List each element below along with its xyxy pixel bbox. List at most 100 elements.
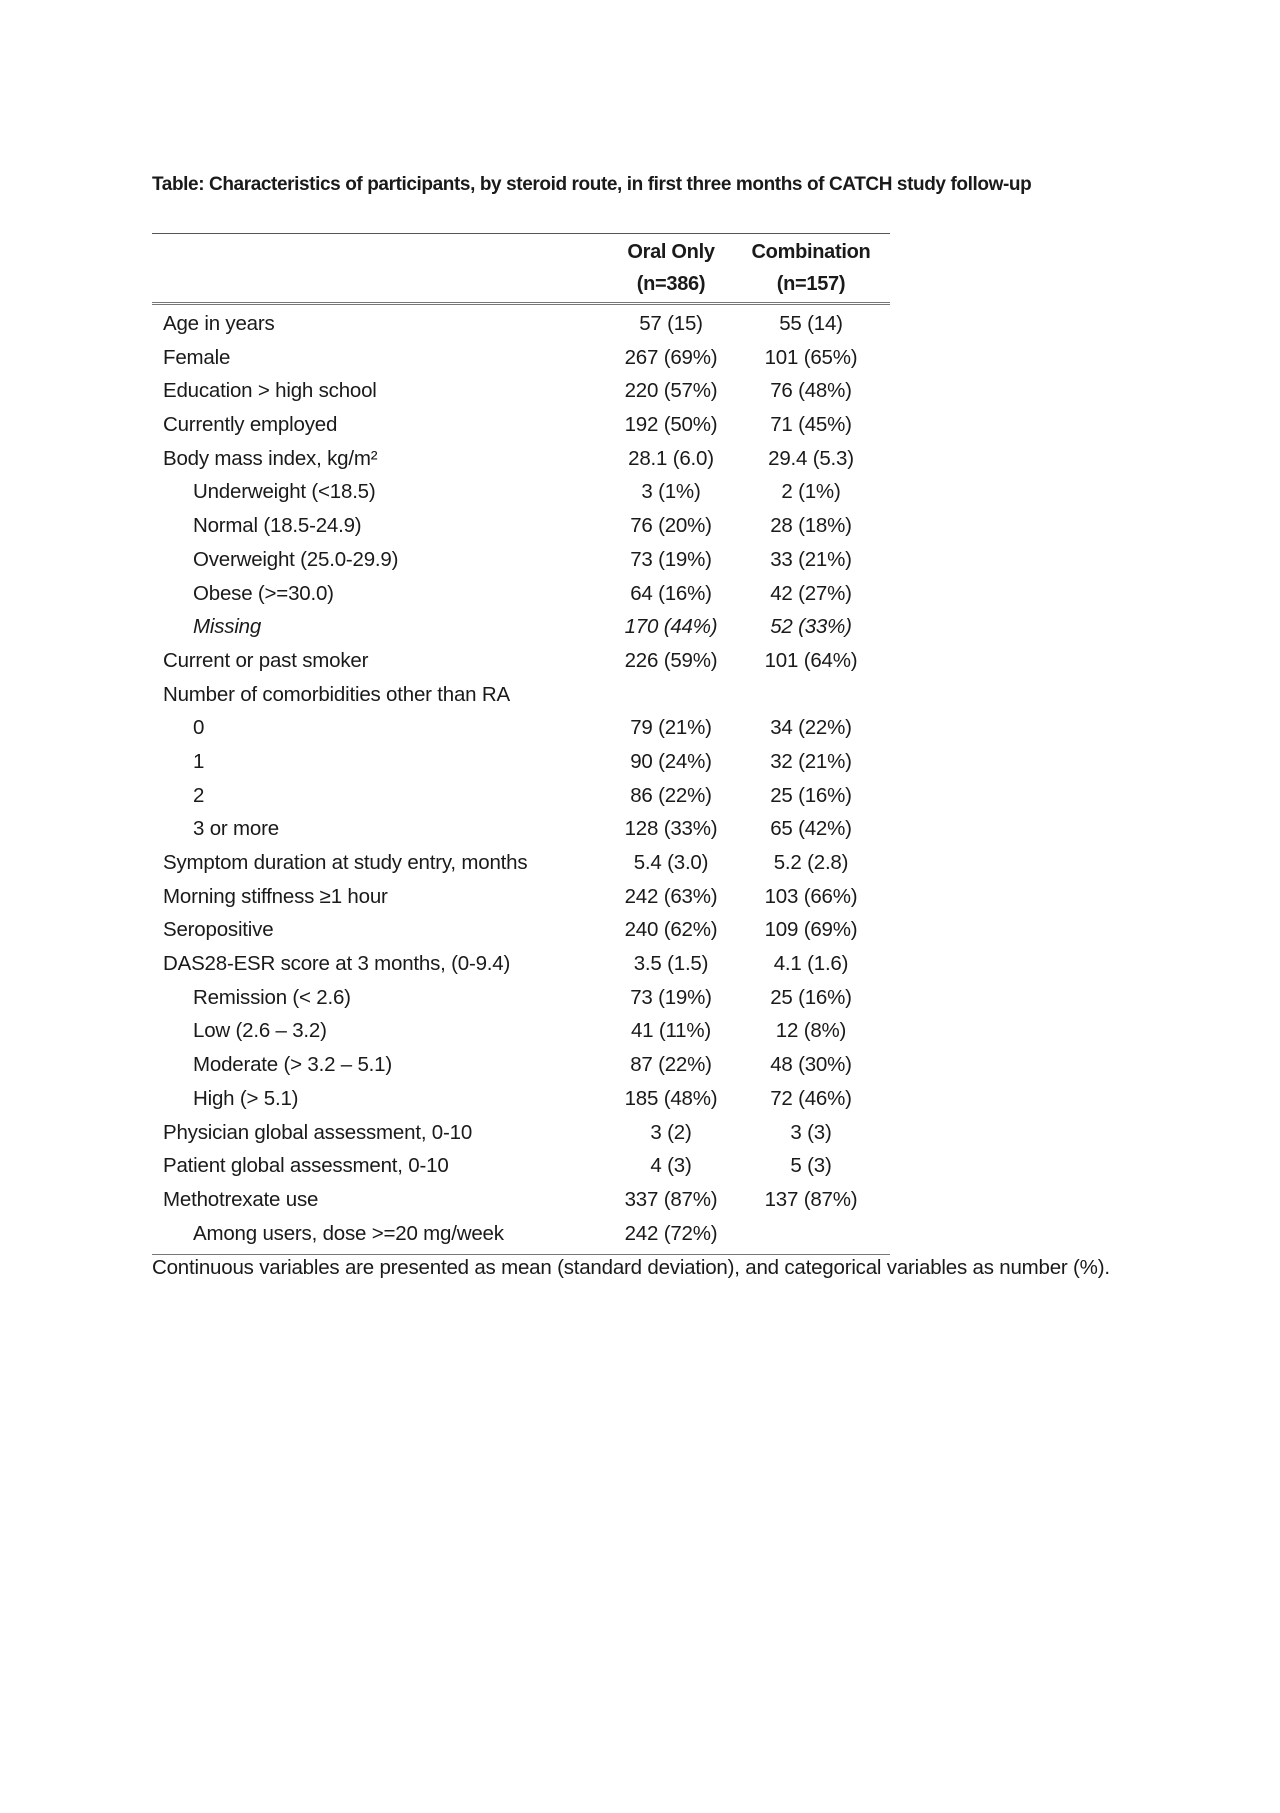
table-row: DAS28-ESR score at 3 months, (0-9.4) 3.5 …	[152, 947, 890, 981]
column-name: Combination	[751, 241, 871, 263]
table-row: Low (2.6 – 3.2) 41 (11%) 12 (8%)	[152, 1014, 890, 1048]
combination-value: 42 (27%)	[770, 581, 852, 605]
row-label: Overweight (25.0-29.9)	[193, 547, 399, 571]
characteristics-table: Oral Only (n=386) Combination (n=157) Ag…	[152, 233, 890, 1256]
table-header: Oral Only (n=386) Combination (n=157)	[152, 234, 890, 305]
oral-only-value: 185 (48%)	[624, 1086, 718, 1110]
row-label: Low (2.6 – 3.2)	[193, 1019, 327, 1043]
table-footnote: Continuous variables are presented as me…	[152, 1256, 1110, 1279]
table-row: Overweight (25.0-29.9) 73 (19%) 33 (21%)	[152, 543, 890, 577]
row-label: Symptom duration at study entry, months	[163, 851, 528, 874]
combination-value: 34 (22%)	[770, 716, 852, 740]
row-label: Moderate (> 3.2 – 5.1)	[193, 1053, 393, 1077]
column-name: Oral Only	[627, 241, 715, 263]
row-label: Body mass index, kg/m²	[163, 446, 378, 470]
oral-only-value: 220 (57%)	[624, 379, 718, 403]
table-row: Symptom duration at study entry, months 5…	[152, 846, 890, 880]
combination-value: 101 (65%)	[764, 345, 858, 369]
row-label: 3 or more	[193, 817, 279, 841]
oral-only-value: 3 (2)	[650, 1120, 692, 1144]
row-label: Current or past smoker	[163, 648, 369, 672]
table-row: Physician global assessment, 0-10 3 (2) 3 …	[152, 1116, 890, 1150]
table-row: Remission (< 2.6) 73 (19%) 25 (16%)	[152, 981, 890, 1015]
table-row: Currently employed 192 (50%) 71 (45%)	[152, 408, 890, 442]
oral-only-value: 73 (19%)	[630, 985, 712, 1009]
table-row: 3 or more 128 (33%) 65 (42%)	[152, 812, 890, 846]
row-label: Remission (< 2.6)	[193, 985, 351, 1009]
combination-value: 72 (46%)	[770, 1086, 852, 1110]
row-label: Morning stiffness ≥1 hour	[163, 884, 388, 908]
table-body: Age in years 57 (15) 55 (14) Female 267 (69%…	[152, 305, 890, 1256]
oral-only-value: 86 (22%)	[630, 783, 712, 807]
row-label: Seropositive	[163, 918, 274, 942]
combination-value: 103 (66%)	[764, 884, 858, 908]
table-row: Normal (18.5-24.9) 76 (20%) 28 (18%)	[152, 509, 890, 543]
row-label: 1	[193, 749, 205, 773]
oral-only-value: 226 (59%)	[624, 648, 718, 672]
table-row: Body mass index, kg/m² 28.1 (6.0) 29.4 (5.…	[152, 442, 890, 476]
row-label: Female	[163, 345, 231, 369]
oral-only-value: 79 (21%)	[630, 716, 712, 740]
combination-value: 71 (45%)	[770, 413, 852, 437]
oral-only-value: 242 (63%)	[624, 884, 718, 908]
table-row: Among users, dose >=20 mg/week 242 (72%)	[152, 1217, 890, 1251]
row-label: Among users, dose >=20 mg/week	[193, 1221, 504, 1245]
combination-value: 2 (1%)	[781, 480, 841, 504]
oral-only-value: 192 (50%)	[624, 413, 718, 437]
table-row: Seropositive 240 (62%) 109 (69%)	[152, 913, 890, 947]
row-label: Methotrexate use	[163, 1187, 319, 1211]
table-row: Patient global assessment, 0-10 4 (3) 5 (3…	[152, 1149, 890, 1183]
table-row: Obese (>=30.0) 64 (16%) 42 (27%)	[152, 577, 890, 611]
combination-value: 137 (87%)	[764, 1187, 858, 1211]
table-title: Table: Characteristics of participants, …	[152, 174, 1032, 195]
oral-only-value: 3.5 (1.5)	[633, 952, 709, 976]
column-n: (n=386)	[636, 273, 706, 295]
table-row: 0 79 (21%) 34 (22%)	[152, 711, 890, 745]
oral-only-value: 128 (33%)	[624, 817, 718, 841]
oral-only-value: 170 (44%)	[624, 615, 718, 639]
combination-value: 29.4 (5.3)	[768, 446, 854, 470]
table-row: Age in years 57 (15) 55 (14)	[152, 307, 890, 341]
oral-only-value: 242 (72%)	[624, 1221, 718, 1245]
combination-value: 4.1 (1.6)	[773, 952, 849, 976]
row-label: Number of comorbidities other than RA	[163, 682, 510, 706]
combination-value: 109 (69%)	[764, 918, 858, 942]
row-label: Normal (18.5-24.9)	[193, 514, 362, 538]
combination-value: 5.2 (2.8)	[773, 851, 849, 874]
combination-value: 55 (14)	[779, 312, 843, 335]
row-label: Physician global assessment, 0-10	[163, 1120, 473, 1144]
oral-only-value: 267 (69%)	[624, 345, 718, 369]
row-label: DAS28-ESR score at 3 months, (0-9.4)	[163, 952, 511, 976]
table-row: 1 90 (24%) 32 (21%)	[152, 745, 890, 779]
table-row: Number of comorbidities other than RA	[152, 678, 890, 712]
oral-only-value: 337 (87%)	[624, 1187, 718, 1211]
table-row: Missing 170 (44%) 52 (33%)	[152, 610, 890, 644]
row-label: Currently employed	[163, 413, 338, 437]
row-label: Education > high school	[163, 379, 377, 403]
combination-value: 76 (48%)	[770, 379, 852, 403]
column-header-oral-only: Oral Only (n=386)	[601, 236, 741, 300]
combination-value: 33 (21%)	[770, 547, 852, 571]
row-label: 2	[193, 783, 205, 807]
oral-only-value: 4 (3)	[650, 1154, 692, 1178]
oral-only-value: 57 (15)	[639, 312, 703, 335]
oral-only-value: 5.4 (3.0)	[633, 851, 709, 874]
oral-only-value: 90 (24%)	[630, 749, 712, 773]
combination-value: 101 (64%)	[764, 648, 858, 672]
oral-only-value: 64 (16%)	[630, 581, 712, 605]
table-row: High (> 5.1) 185 (48%) 72 (46%)	[152, 1082, 890, 1116]
combination-value: 48 (30%)	[770, 1053, 852, 1077]
table-row: Female 267 (69%) 101 (65%)	[152, 341, 890, 375]
combination-value: 25 (16%)	[770, 783, 852, 807]
oral-only-value: 41 (11%)	[630, 1019, 712, 1043]
table-row: Methotrexate use 337 (87%) 137 (87%)	[152, 1183, 890, 1217]
oral-only-value: 28.1 (6.0)	[628, 446, 714, 470]
table-row: Moderate (> 3.2 – 5.1) 87 (22%) 48 (30%)	[152, 1048, 890, 1082]
oral-only-value: 3 (1%)	[641, 480, 701, 504]
table-row: Current or past smoker 226 (59%) 101 (64%)	[152, 644, 890, 678]
combination-value: 12 (8%)	[775, 1019, 847, 1043]
row-label: Age in years	[163, 312, 275, 335]
oral-only-value: 240 (62%)	[624, 918, 718, 942]
row-label: Patient global assessment, 0-10	[163, 1154, 449, 1178]
combination-value: 25 (16%)	[770, 985, 852, 1009]
